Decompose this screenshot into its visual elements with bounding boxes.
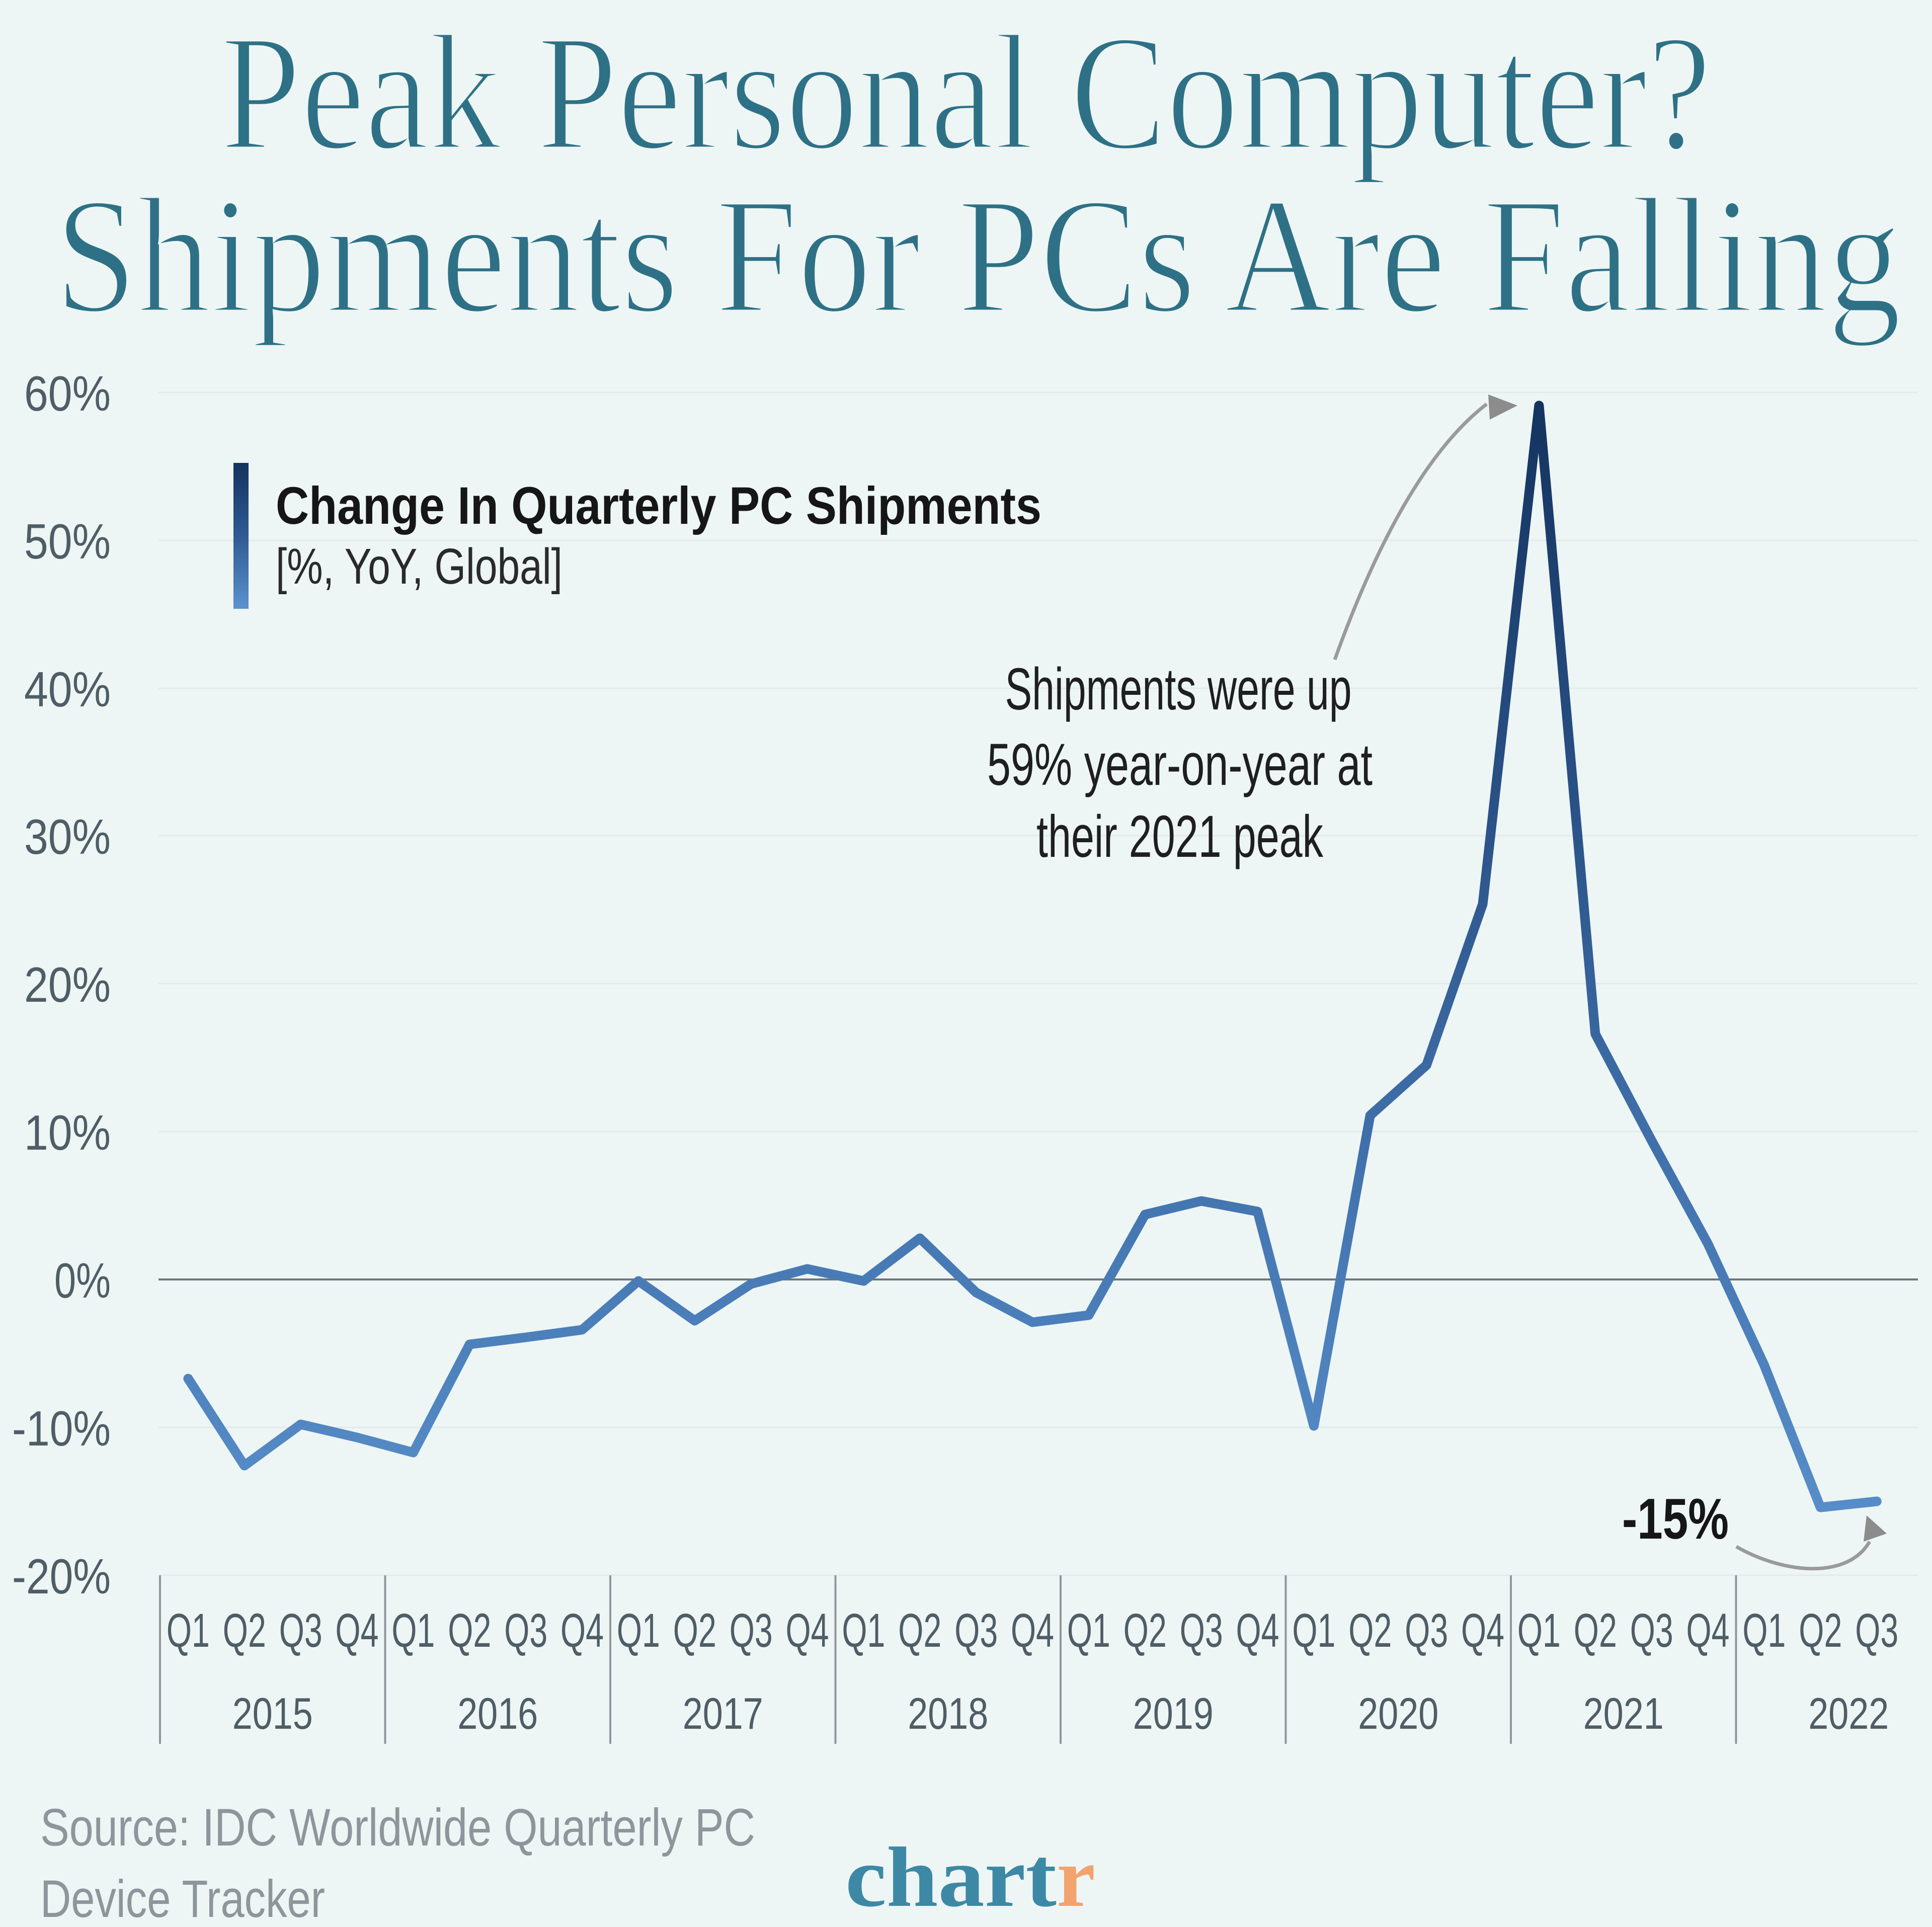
- svg-text:Q1: Q1: [1067, 1604, 1110, 1657]
- svg-text:Q1: Q1: [1742, 1604, 1786, 1657]
- svg-text:Q2: Q2: [1123, 1604, 1167, 1657]
- svg-text:Q4: Q4: [1236, 1604, 1279, 1657]
- svg-text:Q2: Q2: [673, 1604, 716, 1657]
- svg-text:30%: 30%: [24, 809, 111, 864]
- svg-text:Q3: Q3: [504, 1604, 547, 1657]
- svg-text:10%: 10%: [24, 1105, 111, 1160]
- svg-text:Change In Quarterly PC Shipmen: Change In Quarterly PC Shipments: [276, 476, 1041, 535]
- svg-text:Q1: Q1: [617, 1604, 660, 1657]
- svg-text:Q1: Q1: [1292, 1604, 1335, 1657]
- svg-text:Peak Personal Computer?: Peak Personal Computer?: [221, 1, 1712, 185]
- svg-text:Q2: Q2: [1799, 1604, 1842, 1657]
- svg-text:Device Tracker: Device Tracker: [40, 1870, 325, 1927]
- svg-text:Q4: Q4: [1686, 1604, 1730, 1657]
- svg-text:Q3: Q3: [1630, 1604, 1673, 1657]
- svg-text:2015: 2015: [232, 1689, 313, 1738]
- svg-text:Q1: Q1: [391, 1604, 435, 1657]
- svg-text:Q3: Q3: [1405, 1604, 1448, 1657]
- svg-text:Q4: Q4: [786, 1604, 829, 1657]
- svg-text:Q2: Q2: [898, 1604, 941, 1657]
- svg-text:[%, YoY, Global]: [%, YoY, Global]: [276, 538, 562, 595]
- svg-text:r: r: [1057, 1830, 1095, 1924]
- svg-text:Source: IDC Worldwide Quarterl: Source: IDC Worldwide Quarterly PC: [40, 1798, 755, 1857]
- svg-text:0%: 0%: [54, 1253, 111, 1308]
- svg-text:20%: 20%: [24, 957, 111, 1012]
- svg-text:Shipments For PCs Are Falling: Shipments For PCs Are Falling: [55, 164, 1901, 348]
- svg-text:2017: 2017: [683, 1689, 763, 1738]
- svg-text:Shipments were up: Shipments were up: [1005, 656, 1352, 722]
- svg-text:Q3: Q3: [279, 1604, 323, 1657]
- svg-text:2021: 2021: [1583, 1689, 1664, 1738]
- svg-text:59% year-on-year at: 59% year-on-year at: [987, 732, 1373, 798]
- svg-text:-20%: -20%: [12, 1549, 111, 1604]
- svg-text:Q1: Q1: [842, 1604, 885, 1657]
- svg-text:Q3: Q3: [954, 1604, 998, 1657]
- svg-text:Q3: Q3: [730, 1604, 773, 1657]
- svg-text:Q3: Q3: [1855, 1604, 1898, 1657]
- svg-text:Q2: Q2: [1348, 1604, 1392, 1657]
- svg-text:Q2: Q2: [448, 1604, 491, 1657]
- svg-text:2016: 2016: [457, 1689, 538, 1738]
- svg-text:Q4: Q4: [336, 1604, 379, 1657]
- svg-text:60%: 60%: [24, 366, 111, 421]
- svg-text:50%: 50%: [24, 514, 111, 569]
- svg-text:their 2021 peak: their 2021 peak: [1036, 804, 1324, 870]
- svg-text:Q2: Q2: [223, 1604, 266, 1657]
- svg-text:Q4: Q4: [560, 1604, 604, 1657]
- svg-text:2022: 2022: [1808, 1689, 1889, 1738]
- svg-text:Q4: Q4: [1461, 1604, 1504, 1657]
- svg-text:Q4: Q4: [1011, 1604, 1054, 1657]
- svg-text:2019: 2019: [1133, 1689, 1214, 1738]
- svg-text:chart: chart: [845, 1830, 1057, 1924]
- svg-text:-10%: -10%: [12, 1401, 111, 1456]
- svg-text:Q2: Q2: [1574, 1604, 1617, 1657]
- svg-text:2020: 2020: [1358, 1689, 1438, 1738]
- svg-text:2018: 2018: [908, 1689, 988, 1738]
- svg-text:-15%: -15%: [1622, 1487, 1729, 1551]
- svg-text:40%: 40%: [24, 662, 111, 717]
- svg-text:Q3: Q3: [1180, 1604, 1223, 1657]
- svg-text:Q1: Q1: [1517, 1604, 1561, 1657]
- svg-text:Q1: Q1: [167, 1604, 210, 1657]
